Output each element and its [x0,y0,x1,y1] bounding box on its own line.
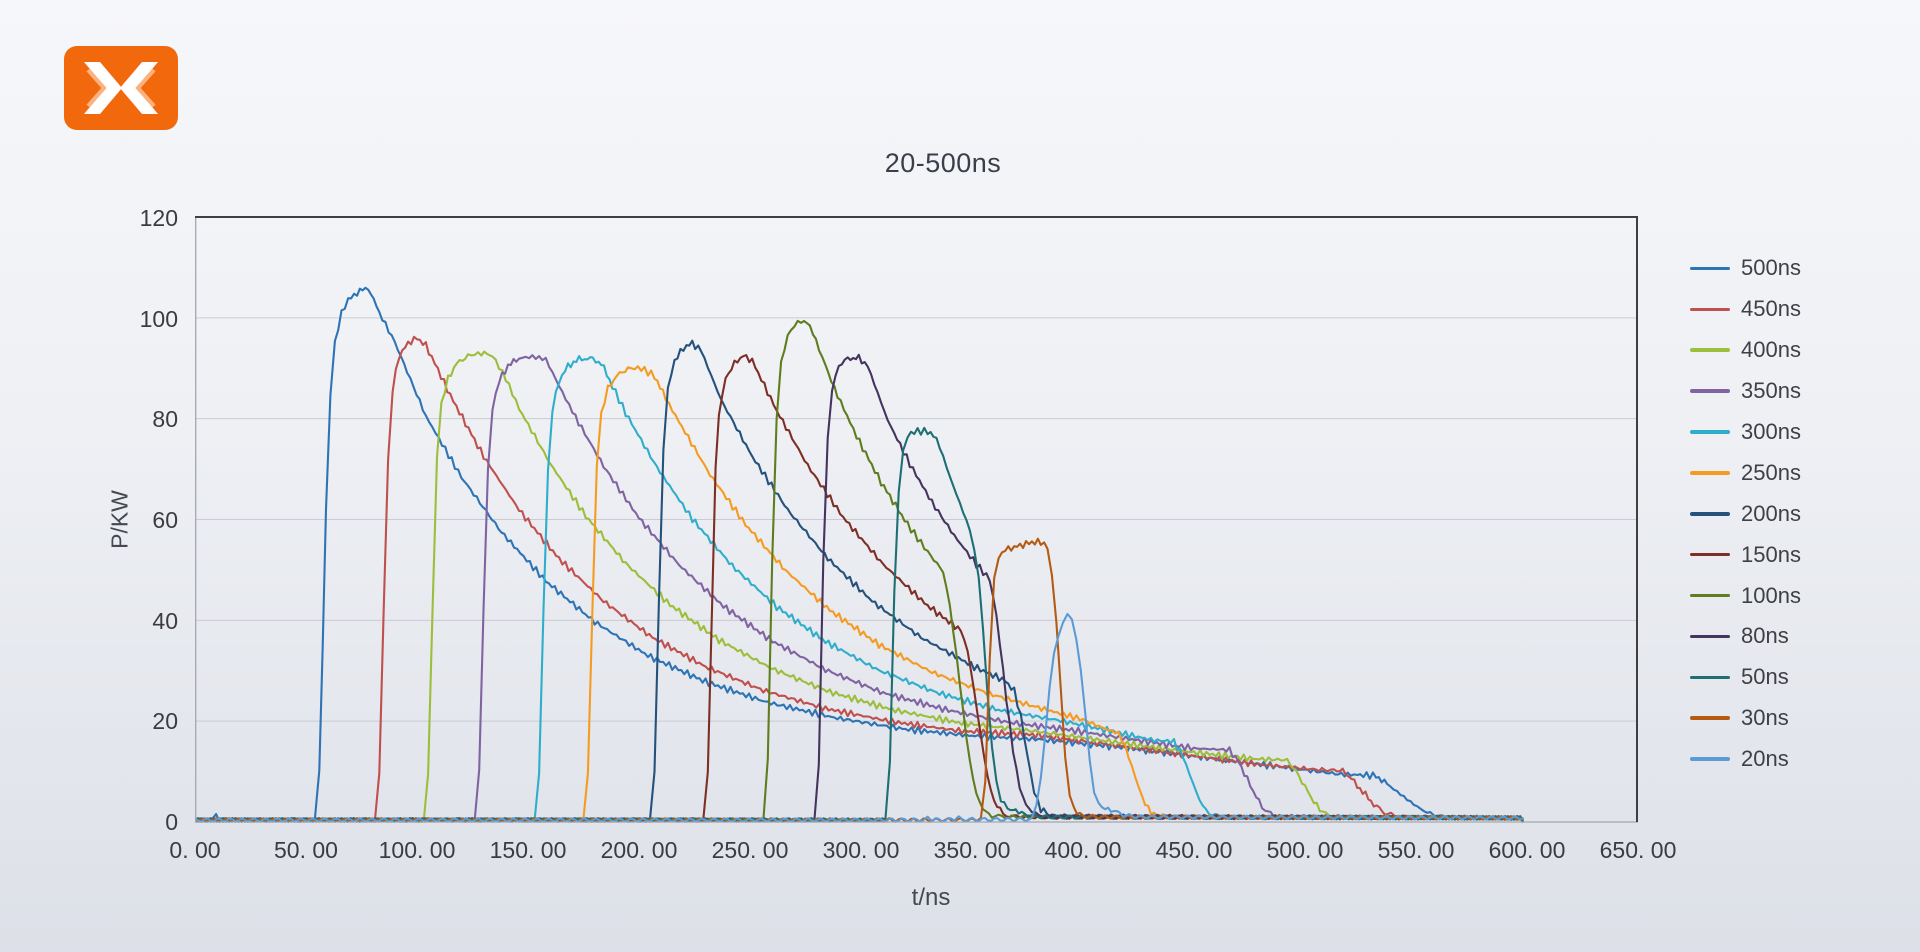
legend-item: 200ns [1690,493,1801,534]
legend-swatch [1690,593,1730,598]
x-axis-tick-label: 350. 00 [933,837,1011,863]
y-axis-tick-label: 100 [139,306,178,332]
legend-label: 20ns [1741,746,1789,772]
x-axis-tick-label: 150. 00 [489,837,567,863]
legend-label: 350ns [1741,378,1801,404]
legend-swatch [1690,634,1730,639]
y-axis-tick-label: 120 [139,205,178,231]
legend-label: 100ns [1741,582,1801,608]
x-axis-tick-label: 650. 00 [1599,837,1677,863]
x-axis-tick-label: 450. 00 [1155,837,1233,863]
x-axis-tick-label: 200. 00 [600,837,678,863]
x-axis-tick-label: 500. 00 [1266,837,1344,863]
y-axis-tick-label: 20 [152,708,178,734]
legend-swatch [1690,511,1730,516]
legend-label: 450ns [1741,296,1801,322]
legend-label: 200ns [1741,500,1801,526]
legend-item: 80ns [1690,616,1801,657]
y-axis-title: P/KW [106,490,133,549]
legend-item: 20ns [1690,739,1801,780]
y-axis-tick-label: 0 [165,809,178,835]
legend-item: 300ns [1690,412,1801,453]
chart-title: 20-500ns [884,148,1002,178]
legend-swatch [1690,757,1730,761]
legend-item: 350ns [1690,371,1801,412]
legend-swatch [1690,348,1730,353]
legend-swatch [1690,716,1730,721]
x-axis-tick-label: 300. 00 [822,837,900,863]
x-axis-tick-label: 50. 00 [274,837,338,863]
brand-logo [64,46,178,130]
x-axis-tick-label: 100. 00 [378,837,456,863]
legend-label: 500ns [1741,255,1801,281]
legend-item: 150ns [1690,534,1801,575]
legend-item: 250ns [1690,452,1801,493]
legend-label: 50ns [1741,664,1789,690]
waveform-plot [195,216,1638,823]
legend-swatch [1690,675,1730,680]
y-axis-tick-label: 60 [152,507,178,533]
legend-item: 50ns [1690,657,1801,698]
legend-item: 400ns [1690,330,1801,371]
legend-item: 500ns [1690,248,1801,289]
legend-label: 30ns [1741,705,1789,731]
legend-swatch [1690,552,1730,557]
legend-item: 100ns [1690,575,1801,616]
legend-label: 80ns [1741,623,1789,649]
legend-swatch [1690,307,1730,312]
x-axis-tick-label: 550. 00 [1377,837,1455,863]
legend-label: 400ns [1741,337,1801,363]
y-axis-tick-label: 40 [152,608,178,634]
x-axis-tick-label: 400. 00 [1044,837,1122,863]
legend-swatch [1690,471,1730,475]
legend-swatch [1690,266,1730,271]
legend-label: 150ns [1741,541,1801,567]
legend-label: 250ns [1741,459,1801,485]
legend-swatch [1690,430,1730,434]
x-axis-title: t/ns [911,884,951,911]
legend-label: 300ns [1741,419,1801,444]
legend-swatch [1690,389,1730,393]
legend-item: 450ns [1690,289,1801,330]
brand-logo-icon [64,46,178,130]
chart-legend: 500ns 450ns 400ns 350ns 300ns 250ns 200n… [1690,248,1801,780]
legend-item: 30ns [1690,698,1801,739]
x-axis-tick-label: 600. 00 [1488,837,1566,863]
y-axis-tick-label: 80 [152,406,178,432]
x-axis-tick-label: 250. 00 [711,837,789,863]
x-axis-tick-label: 0. 00 [169,837,221,863]
